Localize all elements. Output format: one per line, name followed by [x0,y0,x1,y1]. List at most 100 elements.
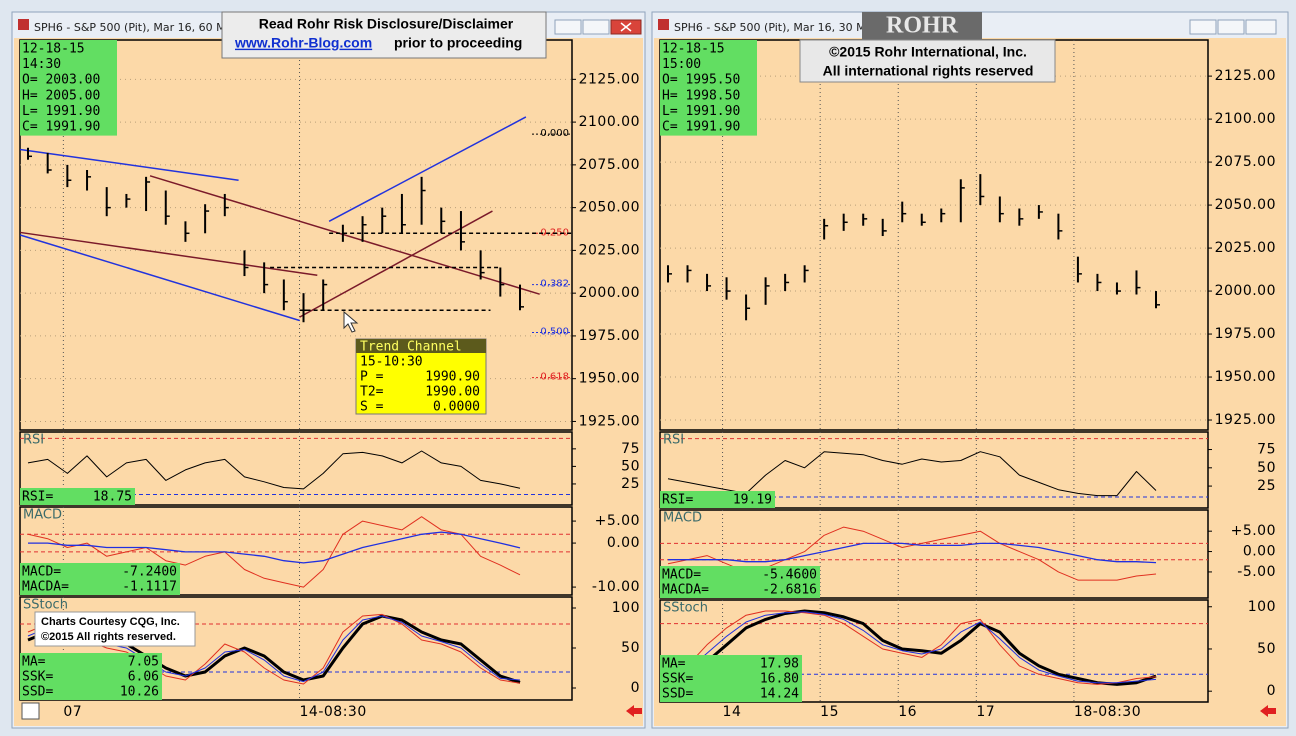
readout-box [660,491,775,508]
courtesy-text: ©2015 All rights reserved. [41,631,176,643]
copyright-box [799,39,1056,83]
readout-box [20,563,180,595]
indicator-line [667,610,1157,685]
y-tick-label: 1925.00 [1215,412,1276,428]
info-box [660,40,757,136]
readout-label: RSI= [662,493,693,508]
y-tick-label: 2050.00 [1215,197,1276,213]
y-tick-label: +5.00 [595,513,640,529]
fib-label: 0.618 [540,372,569,383]
tooltip-key: S = [360,400,384,415]
y-tick-label: 2075.00 [1215,154,1276,170]
readout-label: SSD= [662,687,693,702]
trend-line [20,148,239,182]
readout-label: RSI= [22,490,53,505]
scroll-arrow[interactable] [1260,705,1276,717]
fib-label: 0.000 [540,128,569,139]
readout-value: -7.2400 [122,565,177,580]
disclaimer-text: prior to proceeding [394,35,522,51]
indicator-line [27,516,521,588]
y-tick-label: +5.00 [1231,523,1276,539]
info-line: H= 1998.50 [662,88,740,103]
y-tick-label: 1950.00 [579,371,640,387]
maximize-button[interactable] [1217,19,1245,35]
y-tick-label: 25 [1257,478,1276,494]
y-tick-label: 2000.00 [1215,283,1276,299]
indicator-line [667,451,1157,497]
y-tick-label: 75 [1257,442,1276,458]
disclaimer-box [221,11,547,59]
scroll-arrow[interactable] [626,705,642,717]
readout-label: MACDA= [662,583,709,598]
window-title: SPH6 - S&P 500 (Pit), Mar 16, 60 Min [34,21,236,34]
y-tick-label: 0.00 [607,535,640,551]
x-tick-label: 14-08:30 [300,704,367,720]
y-tick-label: 2000.00 [579,285,640,301]
trend-line [328,116,527,222]
overlays: Read Rohr Risk Disclosure/Disclaimer www… [21,11,1276,720]
x-tick-label: 16 [898,704,917,720]
readout-box [660,655,802,702]
logo-box [862,12,982,40]
corner-box[interactable] [21,702,40,720]
readout-label: SSK= [22,670,53,685]
y-tick-label: -5.00 [1237,564,1276,580]
x-tick-label: 18-08:30 [1074,704,1141,720]
y-tick-label: 2050.00 [579,200,640,216]
trend-line [20,231,318,276]
readout-value: 19.19 [733,493,772,508]
readout-value: 14.24 [760,687,799,702]
close-button[interactable] [1245,19,1277,35]
indicator-line [668,542,1157,564]
window-icon [658,19,669,30]
indicator-line [667,609,1157,686]
panel-title: SStoch [663,601,708,616]
y-tick-label: 50 [621,458,640,474]
readout-label: MACDA= [22,580,69,595]
y-tick-label: 50 [1257,641,1276,657]
info-line: O= 2003.00 [22,73,100,88]
x-tick-label: 14 [723,704,742,720]
panel-title: SStoch [23,598,68,613]
readout-value: 17.98 [760,657,799,672]
tooltip-value: 0.0000 [433,400,480,415]
info-line: C= 1991.90 [22,120,100,135]
y-tick-label: 25 [621,476,640,492]
y-tick-label: 1975.00 [1215,326,1276,342]
y-tick-label: 1925.00 [579,413,640,429]
indicator-line [27,613,521,685]
trend-line [19,234,300,322]
maximize-button[interactable] [582,19,610,35]
minimize-button[interactable] [1189,19,1217,35]
y-tick-label: 2025.00 [579,242,640,258]
y-tick-label: 1950.00 [1215,369,1276,385]
tooltip-key: P = [360,370,384,385]
y-tick-label: 2075.00 [579,157,640,173]
readout-label: MACD= [22,565,61,580]
minimize-button[interactable] [554,19,582,35]
readout-value: 7.05 [128,655,159,670]
readout-label: MA= [22,655,46,670]
y-tick-label: 2100.00 [1215,111,1276,127]
y-tick-label: 100 [612,600,640,616]
copyright-text: All international rights reserved [823,63,1034,79]
cursor [343,310,359,333]
y-tick-label: 50 [1257,460,1276,476]
info-line: C= 1991.90 [662,120,740,135]
tooltip-time: 15-10:30 [360,355,423,370]
readout-box [660,566,820,598]
tooltip-title: Trend Channel [360,340,462,355]
readout-label: MA= [662,657,686,672]
readout-box [20,653,162,700]
x-tick-label: 07 [63,704,82,720]
y-tick-label: 0.00 [1243,544,1276,560]
disclaimer-link[interactable]: www.Rohr-Blog.com [234,35,372,51]
window-icon [18,19,29,30]
x-tick-label: 15 [820,704,839,720]
info-line: 12-18-15 [662,42,725,57]
copyright-text: ©2015 Rohr International, Inc. [829,44,1027,60]
y-tick-label: -10.00 [592,579,640,595]
courtesy-box [34,611,196,647]
